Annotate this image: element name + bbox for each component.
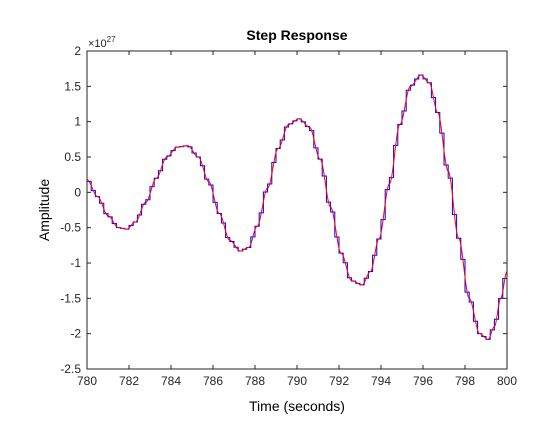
y-tick-label: 0 (74, 185, 81, 199)
plot-lines (86, 74, 508, 340)
y-tick-label: -1.5 (60, 291, 81, 305)
x-tick-label: 782 (119, 374, 139, 388)
x-tick-label: 800 (497, 374, 517, 388)
ticks: 780 782 784 786 788 790 792 794 796 798 800 -2.5 -2 -… (60, 44, 517, 388)
x-tick-label: 780 (77, 374, 97, 388)
x-tick-label: 790 (287, 374, 307, 388)
y-tick-label: -2 (70, 327, 81, 341)
x-tick-label: 794 (371, 374, 391, 388)
plot-background (87, 51, 507, 369)
y-exponent-base: ×10 (88, 38, 107, 50)
y-tick-label: -2.5 (60, 362, 81, 376)
y-tick-label: 1.5 (64, 79, 81, 93)
x-tick-label: 784 (161, 374, 181, 388)
x-tick-label: 796 (413, 374, 433, 388)
x-tick-label: 792 (329, 374, 349, 388)
y-exponent-label: ×1027 (88, 35, 116, 50)
x-axis-label: Time (seconds) (249, 398, 345, 414)
x-tick-label: 798 (455, 374, 475, 388)
y-exponent-power: 27 (107, 35, 116, 44)
x-tick-label: 786 (203, 374, 223, 388)
y-tick-label: 0.5 (64, 150, 81, 164)
chart-title: Step Response (246, 27, 347, 43)
y-axis-label: Amplitude (36, 179, 52, 241)
x-tick-label: 788 (245, 374, 265, 388)
y-tick-label: 1 (74, 115, 81, 129)
continuous-series-line (86, 74, 508, 340)
y-tick-label: -1 (70, 256, 81, 270)
y-tick-label: 2 (74, 44, 81, 58)
y-tick-label: -0.5 (60, 221, 81, 235)
